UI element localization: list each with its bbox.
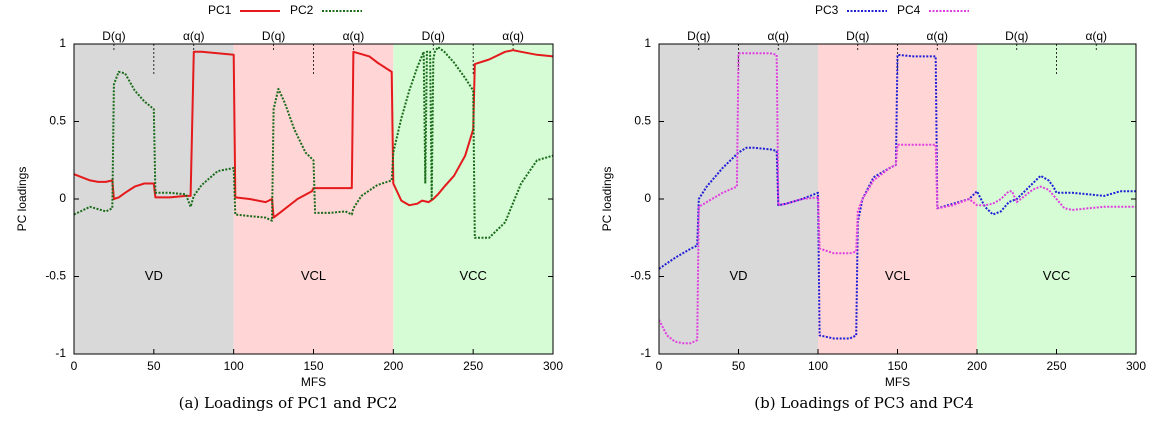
top-marker-label: D(q) (1005, 29, 1028, 43)
chart-a: VD VCL VCC D(q) α(q) D(q) α(q) D(q) α(q) -1 -0.5 0 0… (15, 3, 563, 389)
y-tick-label: -0.5 (630, 269, 651, 283)
x-tick-label: 300 (1126, 359, 1146, 373)
x-tick-label: 150 (887, 359, 907, 373)
y-tick-label: -1 (640, 346, 651, 360)
y-tick-label: -0.5 (45, 269, 66, 283)
series-pc1-line (74, 49, 553, 219)
x-tick-label: 50 (147, 359, 161, 373)
y-tick-label: -1 (55, 346, 66, 360)
x-tick-label: 50 (732, 359, 746, 373)
top-marker-label: α(q) (767, 29, 789, 43)
legend-entry-pc1: PC1 (208, 3, 232, 17)
region-vcl-band (233, 44, 394, 354)
top-marker-label: α(q) (343, 29, 365, 43)
y-tick-label: 0.5 (634, 114, 651, 128)
top-marker-label: α(q) (1085, 29, 1107, 43)
x-tick-label: 200 (967, 359, 987, 373)
region-label: VCL (301, 268, 326, 283)
top-marker-label: α(q) (502, 29, 524, 43)
top-marker-label: D(q) (687, 29, 710, 43)
legend-entry-pc3: PC3 (815, 3, 839, 17)
region-label: VCC (1043, 268, 1070, 283)
series-pc4-line (659, 52, 1136, 345)
y-tick-label: 1 (644, 36, 651, 50)
top-marker-label: D(q) (422, 29, 445, 43)
legend-entry-pc2: PC2 (290, 3, 314, 17)
legend-entry-pc4: PC4 (897, 3, 921, 17)
x-tick-label: 250 (1046, 359, 1066, 373)
region-vd-band (659, 44, 818, 354)
top-marker-label: D(q) (846, 29, 869, 43)
panel-b: VD VCL VCC D(q) α(q) D(q) α(q) D(q) α(q) -1 -0.5 0 0… (576, 0, 1152, 433)
x-tick-label: 100 (224, 359, 244, 373)
y-axis-label: PC loadings (600, 167, 614, 232)
x-tick-label: 100 (808, 359, 828, 373)
top-marker-label: D(q) (102, 29, 125, 43)
y-tick-label: 1 (59, 36, 66, 50)
region-label: VCL (885, 268, 910, 283)
x-tick-label: 0 (656, 359, 663, 373)
y-tick-label: 0.5 (49, 114, 66, 128)
x-tick-label: 150 (303, 359, 323, 373)
caption-b: (b) Loadings of PC3 and PC4 (754, 394, 974, 412)
y-tick-label: 0 (644, 191, 651, 205)
x-tick-label: 0 (71, 359, 78, 373)
x-axis-label: MFS (301, 375, 326, 389)
panel-a: VD VCL VCC D(q) α(q) D(q) α(q) D(q) α(q) -1 -0.5 0 0… (0, 0, 576, 433)
region-label: VD (145, 268, 163, 283)
y-axis-label: PC loadings (15, 167, 29, 232)
top-marker-label: α(q) (926, 29, 948, 43)
top-marker-label: D(q) (262, 29, 285, 43)
x-tick-label: 200 (383, 359, 403, 373)
chart-b: VD VCL VCC D(q) α(q) D(q) α(q) D(q) α(q) -1 -0.5 0 0… (600, 3, 1146, 389)
region-label: VD (729, 268, 747, 283)
series-pc2-line (74, 46, 553, 239)
x-tick-label: 250 (463, 359, 483, 373)
region-vd-band (74, 44, 234, 354)
caption-a: (a) Loadings of PC1 and PC2 (178, 394, 398, 412)
top-marker-label: α(q) (183, 29, 205, 43)
region-label: VCC (459, 268, 486, 283)
y-tick-label: 0 (59, 191, 66, 205)
x-tick-label: 300 (543, 359, 563, 373)
x-axis-label: MFS (885, 375, 910, 389)
